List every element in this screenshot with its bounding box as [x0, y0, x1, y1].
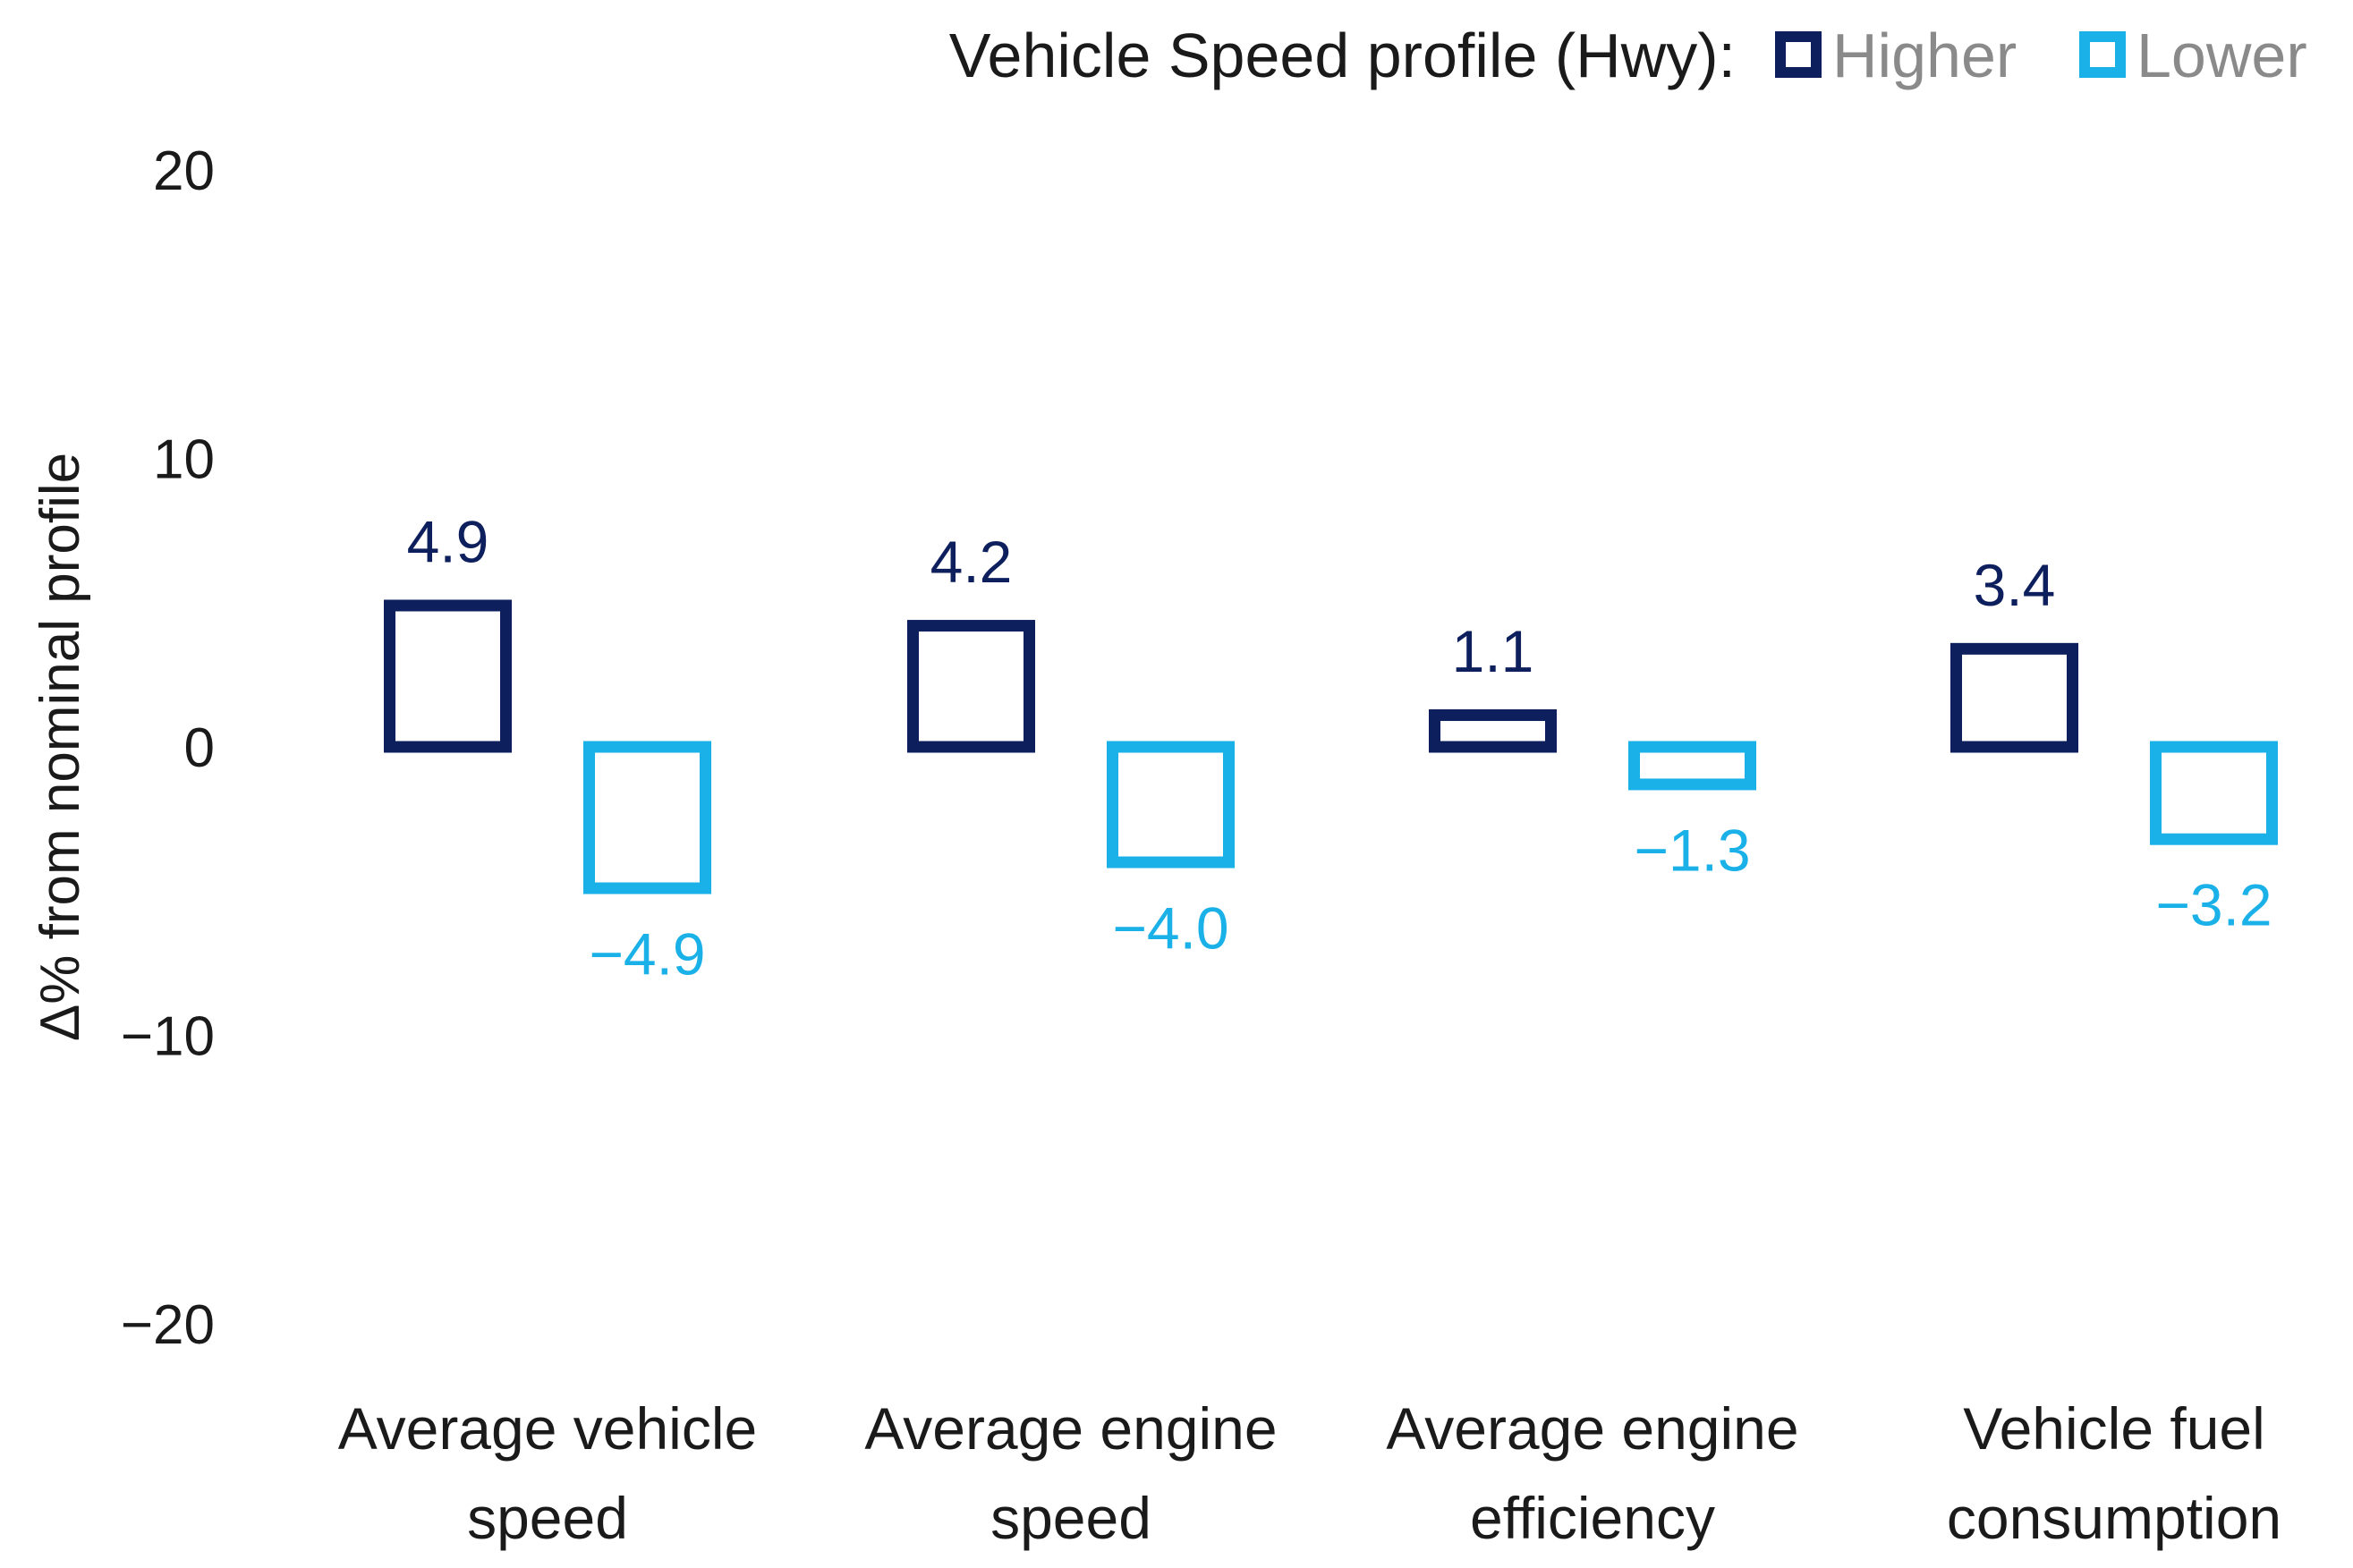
category-label: consumption: [1947, 1485, 2281, 1551]
y-axis: 20 10 0 −10 −20: [121, 140, 215, 1356]
category-label: speed: [990, 1485, 1151, 1551]
bar-lower-3: [2150, 741, 2278, 845]
legend-swatch-lower: [2079, 31, 2126, 78]
x-axis: Average vehicle speed Average engine speed A…: [338, 1395, 2281, 1551]
bar-lower-2: [1628, 741, 1756, 791]
bar-lower-0: [583, 741, 711, 894]
category-label: Average vehicle: [338, 1395, 757, 1462]
data-label: 4.9: [407, 508, 489, 574]
bar-higher-1: [907, 620, 1035, 753]
category-label: speed: [467, 1485, 628, 1551]
bar-higher-3: [1950, 642, 2078, 753]
legend-label: Lower: [2136, 21, 2307, 90]
legend-label: Higher: [1832, 21, 2017, 90]
legend: Vehicle Speed profile (Hwy): Higher Lower: [949, 21, 2307, 90]
y-tick-label: 10: [153, 429, 215, 491]
category-label: Average engine: [864, 1395, 1277, 1462]
legend-title: Vehicle Speed profile (Hwy):: [949, 21, 1736, 90]
bar-higher-0: [384, 599, 512, 753]
bar-lower-1: [1107, 741, 1235, 869]
data-label: −3.2: [2155, 872, 2272, 938]
y-tick-label: −10: [121, 1006, 215, 1068]
data-label: 3.4: [1974, 552, 2056, 618]
y-tick-label: 20: [153, 140, 215, 202]
y-axis-label: Δ% from nominal profile: [30, 453, 91, 1041]
legend-swatch-higher: [1775, 31, 1822, 78]
category-label: Vehicle fuel: [1963, 1395, 2265, 1462]
category-label: efficiency: [1470, 1485, 1715, 1551]
bars: 4.9 4.2 1.1 3.4 −4.9 −4.0 −1.3 −3.2: [384, 508, 2278, 987]
bar-higher-2: [1429, 709, 1557, 753]
data-label: 4.2: [930, 529, 1013, 595]
category-label: Average engine: [1386, 1395, 1798, 1462]
data-label: −1.3: [1634, 817, 1750, 883]
y-tick-label: −20: [121, 1294, 215, 1356]
data-label: −4.9: [589, 921, 705, 987]
y-tick-label: 0: [184, 717, 215, 779]
data-label: −4.0: [1112, 895, 1228, 962]
data-label: 1.1: [1452, 618, 1534, 684]
